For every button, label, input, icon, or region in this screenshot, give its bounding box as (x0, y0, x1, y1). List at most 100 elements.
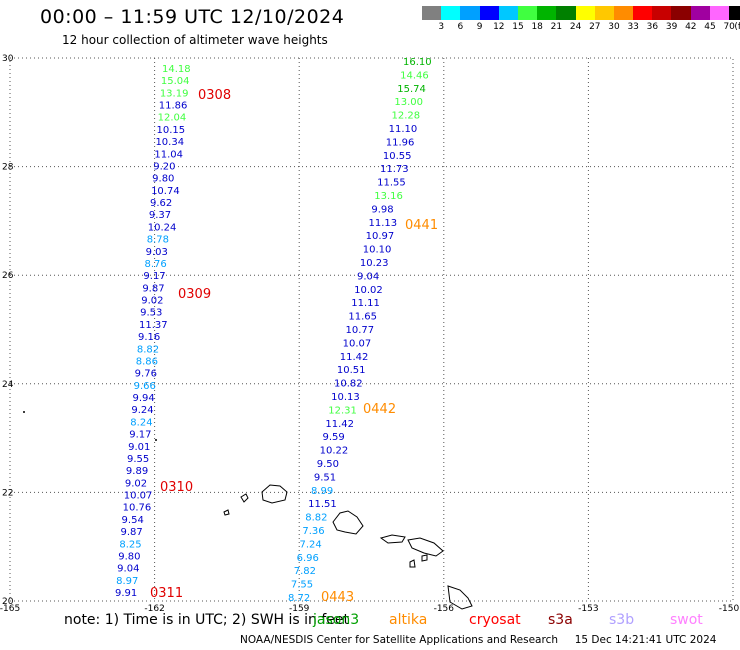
colorbar-label: 24 (569, 22, 582, 32)
track1-swh-value: 9.94 (132, 393, 154, 404)
track2-swh-value: 11.65 (348, 312, 377, 323)
latitude-tick-label: 22 (2, 488, 13, 498)
track2-swh-value: 9.98 (371, 204, 393, 215)
colorbar-swatch (556, 6, 576, 20)
colorbar-label: 21 (550, 22, 563, 32)
track1-swh-value: 9.54 (122, 515, 144, 526)
track1-swh-value: 11.37 (139, 320, 168, 331)
legend-satellite-s3a: s3a (548, 612, 573, 628)
colorbar-label: 18 (531, 22, 543, 32)
track2-swh-value: 11.10 (389, 124, 418, 135)
colorbar-label: 6 (457, 22, 464, 32)
track2-swh-value: 7.82 (294, 566, 316, 577)
colorbar-label: 33 (627, 22, 639, 32)
latitude-tick-label: 26 (2, 271, 14, 281)
colorbar-label: 30 (608, 22, 620, 32)
track1-swh-value: 9.20 (153, 161, 175, 172)
track2-swh-value: 9.51 (314, 472, 336, 483)
track2-swh-value: 7.36 (302, 526, 324, 537)
colorbar-label: 45 (704, 22, 716, 32)
track1-swh-value: 10.07 (124, 491, 153, 502)
pass-time-label: 0310 (160, 480, 193, 495)
track2-swh-value: 13.00 (394, 97, 423, 108)
track1-swh-value: 8.25 (119, 539, 141, 550)
generated-timestamp: 15 Dec 14:21:41 UTC 2024 (574, 634, 717, 646)
track2-swh-value: 11.13 (369, 218, 398, 229)
track1-swh-value: 10.74 (151, 186, 180, 197)
track1-swh-value: 9.87 (120, 527, 142, 538)
island-outline (261, 484, 288, 504)
track2-swh-value: 10.02 (354, 285, 383, 296)
track1-swh-value: 8.86 (136, 356, 158, 367)
track1-swh-value: 10.34 (155, 137, 184, 148)
track1-swh-value: 9.80 (118, 551, 140, 562)
colorbar-swatch (537, 6, 557, 20)
track1-swh-value: 8.82 (137, 344, 159, 355)
colorbar-swatch (479, 6, 499, 20)
wave-height-map: -165 -162 -159 -156 -153 -150 30 28 26 24 22 20 14.1… (0, 54, 740, 612)
colorbar-swatch (652, 6, 672, 20)
latitude-tick-label: 28 (2, 163, 14, 173)
legend-satellite-swot: swot (670, 612, 703, 628)
track2-swh-value: 10.82 (334, 379, 363, 390)
track1-swh-value: 9.76 (135, 369, 157, 380)
track2-swh-value: 13.16 (374, 191, 403, 202)
pass-time-label: 0308 (198, 88, 231, 103)
track2-swh-value: 9.04 (357, 271, 379, 282)
colorbar-swatch (575, 6, 595, 20)
track2-swh-value: 10.97 (366, 231, 395, 242)
footer-credit: NOAA/NESDIS Center for Satellite Applica… (240, 634, 716, 646)
longitude-tick-label: -150 (719, 604, 740, 612)
track2-swh-value: 12.31 (328, 405, 357, 416)
legend-satellite-s3b: s3b (609, 612, 635, 628)
track2-swh-value: 11.51 (308, 499, 337, 510)
track1-swh-value: 9.55 (127, 454, 149, 465)
track2-swh-value: 10.55 (383, 151, 412, 162)
track1-swh-value: 13.19 (160, 88, 189, 99)
track1-swh-value: 15.04 (161, 76, 190, 87)
pass-time-label: 0442 (363, 402, 396, 417)
colorbar-swatch (498, 6, 518, 20)
track1-swh-value: 9.03 (146, 247, 168, 258)
colorbar-label: 36 (646, 22, 659, 32)
map-subtitle: 12 hour collection of altimeter wave hei… (62, 33, 328, 47)
track1-swh-value: 9.16 (138, 332, 160, 343)
colorbar-swatch (517, 6, 538, 20)
island-dot (155, 439, 157, 441)
track2-swh-value: 8.99 (311, 486, 333, 497)
track1-swh-value: 14.18 (162, 64, 191, 75)
track2-swh-value: 11.55 (377, 178, 406, 189)
track1-swh-value: 10.76 (123, 503, 152, 514)
track1-swh-value: 9.91 (115, 588, 137, 599)
latitude-tick-label: 24 (2, 380, 14, 390)
track2-swh-value: 16.10 (403, 57, 432, 68)
track2-swh-value: 9.59 (323, 432, 345, 443)
track2-swh-value: 8.82 (305, 513, 327, 524)
colorbar-label: 39 (665, 22, 678, 32)
track2-swh-value: 7.55 (291, 580, 313, 591)
track2-swh-value: 14.46 (400, 70, 429, 81)
legend-satellite-jason3: jason3 (313, 612, 360, 628)
track1-swh-value: 9.80 (152, 174, 174, 185)
pass-time-label: 0443 (321, 590, 354, 605)
track2-swh-value: 11.42 (340, 352, 369, 363)
track1-swh-value: 8.78 (147, 235, 169, 246)
track1-swh-value: 9.53 (140, 308, 162, 319)
legend-bar: note: 1) Time is in UTC; 2) SWH is in fe… (0, 612, 740, 630)
map-frame (9, 57, 734, 602)
track1-swh-value: 9.24 (131, 405, 153, 416)
track2-swh-value: 6.96 (297, 553, 319, 564)
map-title: 00:00 – 11:59 UTC 12/10/2024 (40, 6, 345, 28)
track1-swh-value: 8.97 (116, 576, 138, 587)
track2-swh-value: 10.13 (331, 392, 360, 403)
track1-swh-value: 9.04 (117, 564, 139, 575)
longitude-tick-label: -165 (0, 604, 20, 612)
track1-swh-value: 9.37 (149, 210, 171, 221)
track1-swh-value: 9.87 (142, 283, 164, 294)
track1-swh-value: 10.24 (148, 222, 177, 233)
track2-swh-value: 10.77 (346, 325, 375, 336)
colorbar-swatch (729, 6, 740, 20)
track1-swh-value: 9.17 (143, 271, 165, 282)
island-outline (332, 510, 364, 535)
